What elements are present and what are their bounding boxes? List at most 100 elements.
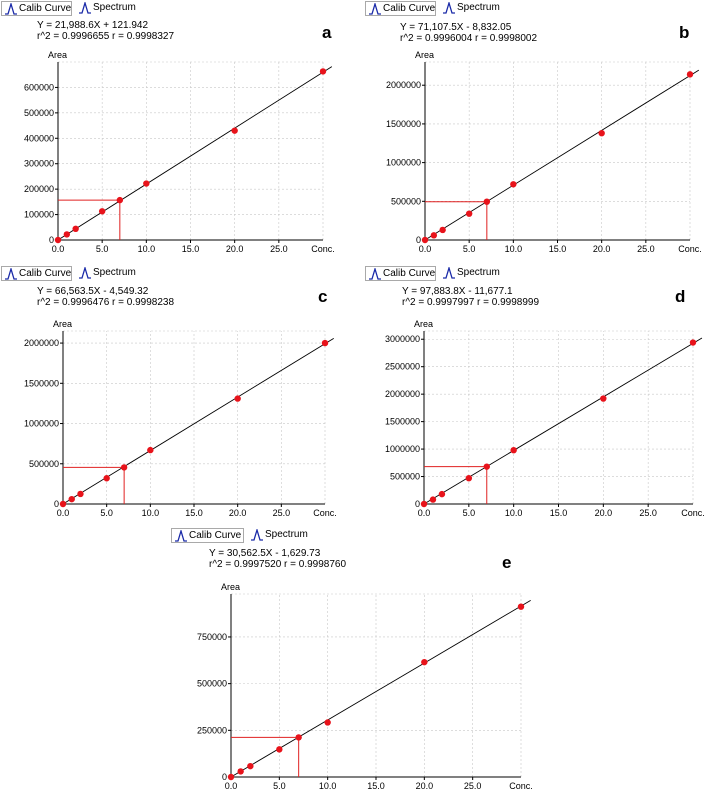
sample-point (295, 734, 302, 741)
calibration-chart: 0.0 5.0 10.0 15.0 20.0 25.0 Conc. 0 500000 100000… (386, 50, 702, 254)
calibration-point (421, 658, 428, 666)
calibration-point (276, 746, 283, 753)
x-tick-label: 10.0 (138, 244, 156, 254)
calibration-point (439, 226, 446, 234)
spectrum-icon (443, 267, 455, 279)
calibration-point (227, 773, 235, 781)
regression-stats: r^2 = 0.9996476 r = 0.9998238 (37, 297, 175, 308)
calibration-point (234, 395, 241, 402)
x-tick-label: 25.0 (464, 781, 482, 791)
x-tick-label: 5.0 (463, 244, 476, 254)
x-axis-label: Conc. (678, 244, 702, 254)
regression-equation: Y = 21,988.6X + 121.942 (37, 20, 149, 31)
x-tick-label: 5.0 (96, 244, 109, 254)
calib-panel-a: Calib Curve Spectrum Y = 21,988.6X + 121… (0, 0, 352, 262)
calib-panel-e: Calib Curve Spectrum Y = 30,562.5X - 1,6… (170, 527, 533, 793)
sample-point (483, 463, 490, 470)
calibration-point (510, 181, 517, 188)
sample-point (483, 198, 491, 205)
tab-calib-curve[interactable]: Calib Curve (1, 1, 72, 16)
panel-letter: c (318, 287, 328, 306)
calibration-point (465, 474, 473, 482)
tab-label: Calib Curve (19, 268, 72, 279)
tab-spectrum[interactable]: Spectrum (440, 266, 500, 281)
tab-label: Spectrum (93, 2, 136, 13)
calib-panel-c: Calib Curve Spectrum Y = 66,563.5X - 4,5… (0, 265, 352, 521)
calib-curve-icon (369, 268, 381, 280)
tab-label: Calib Curve (19, 3, 72, 14)
calibration-point (231, 127, 238, 134)
tab-spectrum[interactable]: Spectrum (76, 266, 136, 281)
x-tick-label: 25.0 (270, 244, 288, 254)
y-tick-label: 500000 (391, 196, 421, 206)
x-axis-label: Conc. (681, 508, 705, 518)
sample-point (120, 464, 128, 471)
x-tick-label: 20.0 (229, 508, 247, 518)
calibration-point (319, 68, 327, 75)
y-tick-label: 1500000 (24, 378, 59, 388)
calibration-point (438, 490, 446, 498)
y-tick-label: 0 (222, 772, 227, 782)
calibration-point (59, 500, 67, 508)
y-tick-label: 500000 (197, 679, 227, 689)
x-tick-label: 15.0 (550, 508, 568, 518)
calib-curve-icon (5, 268, 17, 280)
x-tick-label: 25.0 (273, 508, 291, 518)
spectrum-icon (251, 529, 263, 541)
y-axis-label: Area (48, 50, 67, 60)
y-tick-label: 2500000 (385, 362, 420, 372)
tab-calib-curve[interactable]: Calib Curve (365, 1, 436, 16)
y-axis-label: Area (221, 582, 240, 592)
calibration-point (465, 210, 473, 217)
y-tick-label: 0 (416, 235, 421, 245)
regression-equation: Y = 71,107.5X - 8,832.05 (400, 22, 512, 33)
x-tick-label: 0.0 (225, 781, 238, 791)
y-tick-label: 3000000 (385, 334, 420, 344)
y-tick-label: 250000 (197, 725, 227, 735)
y-tick-label: 1500000 (385, 417, 420, 427)
y-tick-label: 0 (415, 499, 420, 509)
y-tick-label: 400000 (24, 133, 54, 143)
y-tick-label: 2000000 (24, 338, 59, 348)
calibration-point (68, 495, 75, 503)
x-tick-label: 25.0 (637, 244, 655, 254)
tab-calib-curve[interactable]: Calib Curve (171, 528, 244, 543)
calibration-point (324, 719, 331, 726)
tab-calib-curve[interactable]: Calib Curve (1, 266, 72, 281)
x-axis-label: Conc. (313, 508, 337, 518)
calibration-point (686, 71, 694, 78)
y-axis-label: Area (53, 319, 72, 329)
panel-letter: b (679, 23, 690, 42)
regression-stats: r^2 = 0.9997997 r = 0.9998999 (402, 297, 540, 308)
calibration-point (429, 496, 437, 503)
x-tick-label: 5.0 (273, 781, 286, 791)
calibration-point (247, 762, 254, 770)
calibration-point (421, 236, 429, 244)
panel-letter: d (675, 287, 686, 306)
calibration-point (598, 130, 605, 137)
tab-spectrum[interactable]: Spectrum (440, 1, 500, 16)
x-tick-label: 20.0 (595, 508, 613, 518)
calibration-chart: 0.0 5.0 10.0 15.0 20.0 25.0 Conc. 0 500000 100000… (24, 319, 337, 518)
panel-letter: e (502, 553, 512, 572)
x-tick-label: 10.0 (505, 244, 523, 254)
calibration-point (430, 232, 438, 239)
tab-spectrum[interactable]: Spectrum (76, 1, 136, 16)
tab-label: Spectrum (265, 529, 308, 540)
y-tick-label: 1000000 (386, 158, 421, 168)
y-tick-label: 1000000 (24, 419, 59, 429)
tab-spectrum[interactable]: Spectrum (248, 528, 308, 543)
x-tick-label: 10.0 (319, 781, 337, 791)
regression-stats: r^2 = 0.9996004 r = 0.9998002 (400, 33, 538, 44)
tab-label: Spectrum (93, 267, 136, 278)
calibration-chart: 0.0 5.0 10.0 15.0 20.0 25.0 Conc. 0 100000 200000… (24, 50, 335, 254)
calibration-point (147, 446, 154, 454)
y-tick-label: 2000000 (386, 80, 421, 90)
y-tick-label: 750000 (197, 632, 227, 642)
calibration-point (63, 231, 71, 238)
calibration-point (103, 475, 110, 482)
y-tick-label: 300000 (24, 159, 54, 169)
x-tick-label: 20.0 (226, 244, 244, 254)
tab-calib-curve[interactable]: Calib Curve (365, 266, 436, 281)
calibration-point (54, 236, 62, 244)
